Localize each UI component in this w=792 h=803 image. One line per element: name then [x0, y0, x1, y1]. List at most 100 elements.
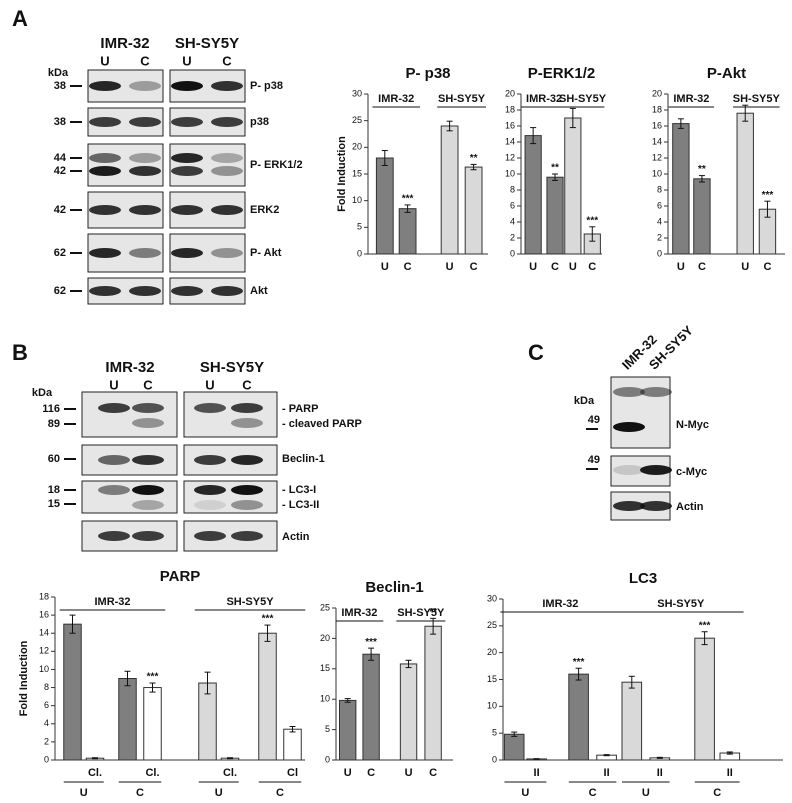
- bar: [621, 681, 643, 761]
- blot-band: [211, 205, 243, 215]
- y-tick-label: 20: [487, 647, 497, 657]
- blot-band: [129, 248, 161, 258]
- group-label: SH-SY5Y: [397, 607, 445, 619]
- blot-band: [171, 205, 203, 215]
- y-tick-label: 0: [510, 248, 515, 258]
- significance: ***: [573, 657, 585, 668]
- blot-band: [89, 286, 121, 296]
- blot-label: P- p38: [250, 80, 283, 92]
- x-tick-label: U: [344, 767, 352, 779]
- y-tick-label: 25: [487, 620, 497, 630]
- significance: ***: [147, 672, 159, 683]
- bar: [736, 112, 754, 255]
- y-tick-label: 8: [44, 682, 49, 692]
- kda-marker: 18: [48, 484, 60, 496]
- kda-marker: 49: [588, 454, 600, 466]
- x-tick-label: U: [741, 261, 749, 273]
- x-tick-label: C: [763, 261, 771, 273]
- x-tick-label: C: [551, 261, 559, 273]
- lane-label: C: [140, 53, 150, 68]
- kda-marker: 62: [54, 247, 66, 259]
- lane-label: C: [242, 377, 252, 392]
- chart-title: LC3: [629, 570, 657, 587]
- y-tick-label: 15: [320, 663, 330, 673]
- x-tick-label: U: [405, 767, 413, 779]
- blot-band: [129, 205, 161, 215]
- blot-band: [129, 153, 161, 163]
- y-tick-label: 4: [510, 216, 515, 226]
- x-tick-label: II: [657, 767, 663, 779]
- blot-band: [98, 403, 130, 413]
- y-tick-label: 14: [652, 136, 662, 146]
- blot-band: [89, 117, 121, 127]
- blot-band: [89, 205, 121, 215]
- y-tick-label: 14: [39, 628, 49, 638]
- y-tick-label: 10: [39, 664, 49, 674]
- significance: ***: [699, 620, 711, 631]
- lane-label: U: [100, 53, 109, 68]
- significance: **: [470, 153, 478, 164]
- unit-label: kDa: [32, 387, 53, 399]
- group-label: SH-SY5Y: [438, 93, 486, 105]
- lane-label: C: [143, 377, 153, 392]
- kda-marker: 42: [54, 204, 66, 216]
- group-label: IMR-32: [341, 607, 377, 619]
- bar: [546, 176, 564, 255]
- x-tick-label: Cl: [287, 767, 298, 779]
- subgroup-label: U: [80, 787, 88, 799]
- panel-label: A: [12, 6, 28, 31]
- blot-label: c-Myc: [676, 466, 707, 478]
- kda-marker: 62: [54, 285, 66, 297]
- lane-label: U: [182, 53, 191, 68]
- blot-label: Beclin-1: [282, 453, 325, 465]
- y-tick-label: 6: [657, 200, 662, 210]
- blot-band: [211, 153, 243, 163]
- lane-label: C: [222, 53, 232, 68]
- blot-label: - cleaved PARP: [282, 418, 362, 430]
- y-tick-label: 20: [320, 633, 330, 643]
- x-tick-label: U: [446, 261, 454, 273]
- y-tick-label: 5: [325, 724, 330, 734]
- y-tick-label: 0: [325, 754, 330, 764]
- x-tick-label: C: [367, 767, 375, 779]
- bar: [564, 117, 582, 255]
- blot-box: [183, 391, 278, 438]
- y-tick-label: 10: [352, 195, 362, 205]
- blot-label: - PARP: [282, 403, 318, 415]
- y-tick-label: 4: [44, 718, 49, 728]
- kda-marker: 15: [48, 498, 60, 510]
- significance: ***: [402, 194, 414, 205]
- blot-label: Akt: [250, 285, 268, 297]
- x-tick-label: Cl.: [223, 767, 237, 779]
- subgroup-label: C: [589, 787, 597, 799]
- y-tick-label: 0: [657, 248, 662, 258]
- blot-band: [194, 455, 226, 465]
- y-axis-label: Fold Induction: [336, 136, 348, 212]
- blot-label: Actin: [282, 531, 310, 543]
- significance: ***: [365, 637, 377, 648]
- y-tick-label: 15: [352, 168, 362, 178]
- group-label: IMR-32: [673, 93, 709, 105]
- blot-band: [211, 81, 243, 91]
- x-tick-label: Cl.: [88, 767, 102, 779]
- bar: [399, 663, 418, 761]
- y-tick-label: 10: [505, 168, 515, 178]
- x-tick-label: U: [569, 261, 577, 273]
- chart-title: Beclin-1: [365, 579, 423, 596]
- blot-box: [87, 143, 164, 187]
- y-tick-label: 0: [492, 754, 497, 764]
- x-tick-label: II: [604, 767, 610, 779]
- blot-band: [89, 81, 121, 91]
- blot-label: Actin: [676, 501, 704, 513]
- subgroup-label: U: [642, 787, 650, 799]
- blot-band: [231, 455, 263, 465]
- y-tick-label: 2: [510, 232, 515, 242]
- cell-line: SH-SY5Y: [175, 35, 239, 52]
- significance: ***: [586, 215, 598, 226]
- blot-band: [640, 387, 672, 397]
- bar: [375, 157, 394, 255]
- bar: [362, 653, 380, 761]
- y-tick-label: 8: [510, 184, 515, 194]
- group-label: IMR-32: [94, 596, 130, 608]
